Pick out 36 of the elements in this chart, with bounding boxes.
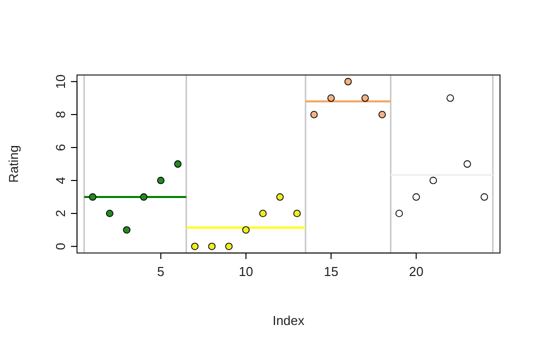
point bbox=[208, 242, 216, 250]
y-tick-label: 4 bbox=[53, 176, 68, 184]
point bbox=[106, 210, 114, 218]
point bbox=[259, 210, 267, 218]
point bbox=[88, 193, 96, 201]
y-axis-title: Rating bbox=[6, 145, 21, 183]
point bbox=[157, 176, 164, 184]
point bbox=[174, 160, 182, 168]
y-tick-label: 2 bbox=[53, 210, 68, 218]
point bbox=[310, 110, 318, 118]
x-tick-label: 20 bbox=[408, 264, 424, 280]
point bbox=[344, 78, 352, 86]
point bbox=[225, 242, 233, 250]
point bbox=[464, 160, 472, 168]
x-axis-title: Index bbox=[272, 313, 305, 328]
y-tick-label: 6 bbox=[53, 144, 68, 152]
point bbox=[242, 226, 250, 234]
point bbox=[140, 193, 148, 201]
point bbox=[480, 193, 488, 201]
x-tick-label: 5 bbox=[157, 264, 164, 280]
point bbox=[191, 242, 199, 250]
point bbox=[276, 193, 284, 201]
y-tick-label: 10 bbox=[53, 74, 68, 89]
point bbox=[446, 94, 454, 102]
point bbox=[123, 226, 130, 234]
point bbox=[378, 110, 386, 118]
x-tick-label: 15 bbox=[324, 264, 338, 280]
point bbox=[412, 193, 420, 201]
y-tick-label: 8 bbox=[53, 110, 68, 118]
point bbox=[327, 94, 335, 102]
point bbox=[361, 94, 369, 102]
point bbox=[430, 176, 437, 184]
point bbox=[293, 210, 301, 218]
x-tick-label: 10 bbox=[238, 264, 254, 280]
y-tick-label: 0 bbox=[53, 242, 68, 250]
point bbox=[395, 210, 403, 218]
